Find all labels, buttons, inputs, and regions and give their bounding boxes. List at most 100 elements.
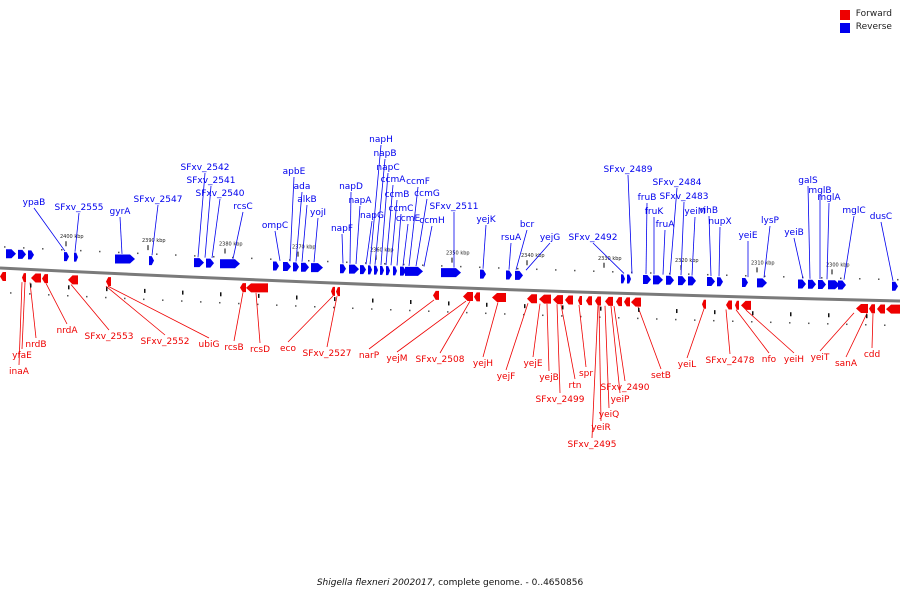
forward-gene-arrow [336,287,340,297]
forward-gene-arrow [463,291,473,301]
reverse-gene-leader [365,220,373,265]
reverse-gene-label: ada [294,182,311,192]
reverse-gene-arrow [349,264,359,274]
ring-tick-lower [162,299,164,301]
forward-gene-arrow [31,273,41,283]
forward-gene-label: rtn [569,381,582,391]
forward-gene-arrow [246,283,268,293]
ring-tick-upper [593,270,595,272]
ring-tick-upper [327,260,329,263]
forward-gene-arrow [702,299,706,309]
forward-gene-leader [532,303,541,358]
forward-gene-leader [637,306,662,370]
forward-gene-leader [29,282,37,339]
forward-gene-leader [556,304,561,394]
ring-tick-lower [219,301,221,304]
reverse-gene-leader [119,216,123,254]
reverse-gene-label: SFxv_2542 [181,163,230,173]
reverse-gene-arrow [653,275,663,285]
kbp-tick-label: 2370 kbp [292,245,316,251]
reverse-gene-arrow [643,275,651,285]
reverse-gene-leader [662,229,666,275]
ring-tick-lower [466,311,468,314]
forward-gene-leader [21,282,26,350]
reverse-gene-label: fruB [638,193,657,203]
forward-gene-leader [604,305,610,409]
ring-tick-lower [181,300,183,302]
ring-tick-upper [4,246,6,248]
reverse-gene-label: gyrA [110,207,132,217]
reverse-gene-label: napG [360,211,384,221]
ring-tick-upper [156,253,158,255]
backbone-marks [30,283,868,319]
forward-gene-leader [107,285,210,339]
forward-gene-leader [725,309,731,355]
forward-gene-leader [546,303,550,372]
forward-gene-leader [287,295,334,343]
reverse-gene-leader [349,191,352,264]
forward-gene-arrow [492,293,506,303]
forward-gene-arrow [726,300,732,310]
reverse-gene-arrow [480,269,486,279]
reverse-gene-leader [369,144,382,265]
backbone-mark [790,312,792,317]
forward-gene-label: SFxv_2499 [536,395,585,405]
forward-gene-leader [735,309,770,354]
reverse-gene-arrow [386,266,390,276]
reverse-gene-label: lysP [761,216,780,226]
reverse-gene-leader [289,176,295,262]
forward-gene-label: nfo [762,355,777,365]
reverse-gene-arrow [808,279,816,289]
ring-tick-lower [561,315,563,317]
forward-gene-label: yejB [539,373,559,383]
ring-tick-lower [884,324,886,326]
ring-tick-lower [504,313,506,315]
reverse-gene-label: yeiE [738,231,757,241]
forward-gene-label: yeiH [784,355,804,365]
ring-tick-upper [251,257,253,260]
ring-tick-upper [726,274,728,276]
reverse-gene-arrow [28,250,34,260]
forward-gene-label: sanA [835,359,858,369]
backbone-mark [258,293,260,298]
reverse-gene-leader [627,174,633,274]
forward-gene-arrow [0,272,6,281]
ring-tick-lower [675,318,677,321]
forward-gene-leader [610,305,621,394]
forward-gene-arrow [595,296,601,306]
reverse-gene-arrow [892,281,898,291]
ring-tick-upper [365,262,367,264]
forward-gene-label: yeiL [678,360,696,370]
ring-tick-lower [865,324,867,326]
ring-tick-upper [42,248,44,250]
forward-swatch [839,9,850,20]
kbp-tick-label: 2340 kbp [521,253,545,259]
reverse-gene-arrow [441,268,461,278]
ring-tick-lower [447,311,449,313]
ring-tick-lower [523,313,525,316]
reverse-gene-leader [807,185,811,279]
ring-tick-upper [479,266,481,269]
reverse-gene-label: SFxv_2483 [660,192,709,202]
reverse-gene-arrow [194,258,204,268]
caption-organism: Shigella flexneri 2002017 [316,578,433,588]
reverse-gene-label: SFxv_2511 [430,202,479,212]
ring-tick-lower [542,314,544,317]
forward-gene-label: inaA [9,367,30,377]
forward-gene-label: yeiQ [599,410,619,420]
forward-gene-arrow [741,300,751,310]
ring-tick-upper [422,264,424,266]
ring-tick-upper [878,278,880,280]
forward-gene-leader [871,313,874,349]
ring-tick-lower [257,303,259,306]
reverse-gene-arrow [340,264,346,274]
ring-tick-lower [732,320,734,322]
reverse-gene-label: yojI [310,208,326,218]
reverse-gene-leader [708,215,712,277]
forward-gene-label: ubiG [199,340,220,350]
ring-tick-upper [764,275,766,278]
reverse-gene-arrow [380,265,384,275]
ring-tick-lower [67,294,69,297]
forward-gene-label: yejH [473,359,493,369]
forward-gene-label: SFxv_2552 [141,337,190,347]
